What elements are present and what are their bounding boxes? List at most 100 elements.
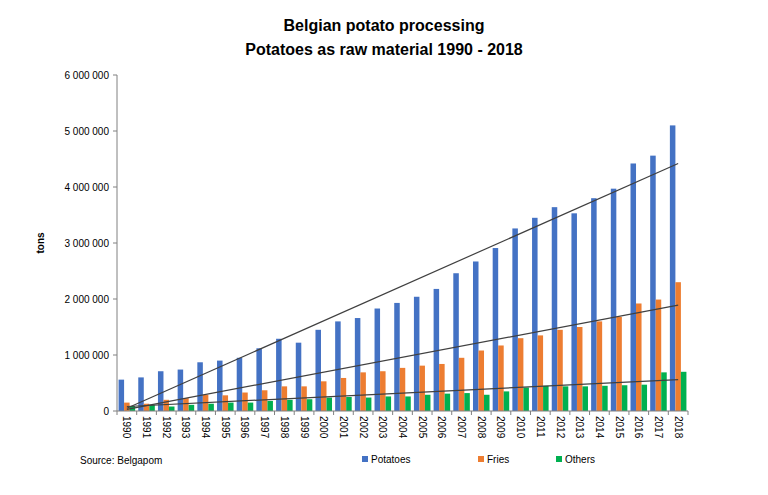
x-tick-label: 1996 [239,416,250,439]
y-tick-label: 3 000 000 [65,238,110,249]
bar [228,403,234,411]
x-tick-label: 2012 [555,416,566,439]
y-tick [113,411,117,412]
x-tick-label: 2017 [653,416,664,439]
x-tick [648,411,649,415]
bar [169,407,175,411]
bar [276,339,282,411]
legend-swatch [362,456,368,462]
bar [321,381,327,411]
y-tick [113,243,117,244]
bar [538,335,544,411]
x-tick [136,411,137,415]
bar [552,207,558,411]
x-tick-label: 1990 [121,416,132,439]
chart: Belgian potato processingPotatoes as raw… [0,0,768,495]
bar [493,248,499,411]
x-tick [254,411,255,415]
x-tick-label: 2001 [338,416,349,439]
y-tick [113,75,117,76]
x-tick-label: 1994 [200,416,211,439]
x-tick-label: 1991 [141,416,152,439]
bar [223,395,229,411]
bar [602,386,608,411]
bar [532,218,538,411]
y-tick [113,131,117,132]
bar [523,387,529,411]
bar [656,300,662,411]
trend-line [127,305,678,409]
bar [242,393,248,411]
legend-label: Potatoes [371,454,410,465]
legend-swatch [478,456,484,462]
x-tick [117,411,118,415]
y-tick-label: 6 000 000 [65,70,110,81]
x-tick [471,411,472,415]
y-tick-label: 2 000 000 [65,294,110,305]
bar [642,385,648,411]
x-tick [550,411,551,415]
x-tick-label: 2004 [397,416,408,439]
x-tick [491,411,492,415]
x-tick-label: 2014 [594,416,605,439]
bar [366,398,372,411]
x-tick-label: 2000 [318,416,329,439]
bar [341,378,347,411]
x-tick [333,411,334,415]
x-tick [569,411,570,415]
bar [405,396,411,411]
bar [287,400,293,411]
x-tick-label: 2008 [476,416,487,439]
x-tick-label: 2002 [358,416,369,439]
x-tick [412,411,413,415]
x-tick-label: 2006 [436,416,447,439]
bar [183,398,189,411]
bar [473,261,479,411]
bar [459,358,465,411]
bar [591,198,597,411]
bar [248,403,254,411]
x-tick [313,411,314,415]
y-tick-label: 0 [103,406,109,417]
bar [675,282,681,411]
bar [571,213,577,411]
bar [197,362,203,411]
bar [445,394,451,411]
x-tick-label: 2007 [456,416,467,439]
bar [375,309,381,411]
x-tick-label: 1993 [180,416,191,439]
bar [582,386,588,411]
bar [208,404,214,411]
bar [394,303,400,411]
x-tick [510,411,511,415]
bar [512,228,518,411]
x-tick [432,411,433,415]
y-tick-label: 1 000 000 [65,350,110,361]
x-tick-label: 2018 [673,416,684,439]
x-tick [235,411,236,415]
bar [518,338,524,411]
bar [577,327,583,411]
bar [622,385,628,411]
x-tick-label: 1995 [220,416,231,439]
x-tick [530,411,531,415]
bar [484,395,490,411]
bar [631,163,637,411]
y-tick-label: 5 000 000 [65,126,110,137]
x-tick-label: 1997 [259,416,270,439]
bar [307,399,313,411]
bar [380,371,386,411]
bar [355,318,361,411]
x-tick-label: 2016 [633,416,644,439]
bar [504,391,510,411]
bar [636,303,642,411]
x-tick-label: 1999 [299,416,310,439]
bar [267,401,273,411]
bar [189,405,195,411]
bar [400,368,406,411]
y-tick-label: 4 000 000 [65,182,110,193]
x-tick [176,411,177,415]
x-tick [589,411,590,415]
x-tick-label: 2013 [574,416,585,439]
bar [326,398,332,411]
